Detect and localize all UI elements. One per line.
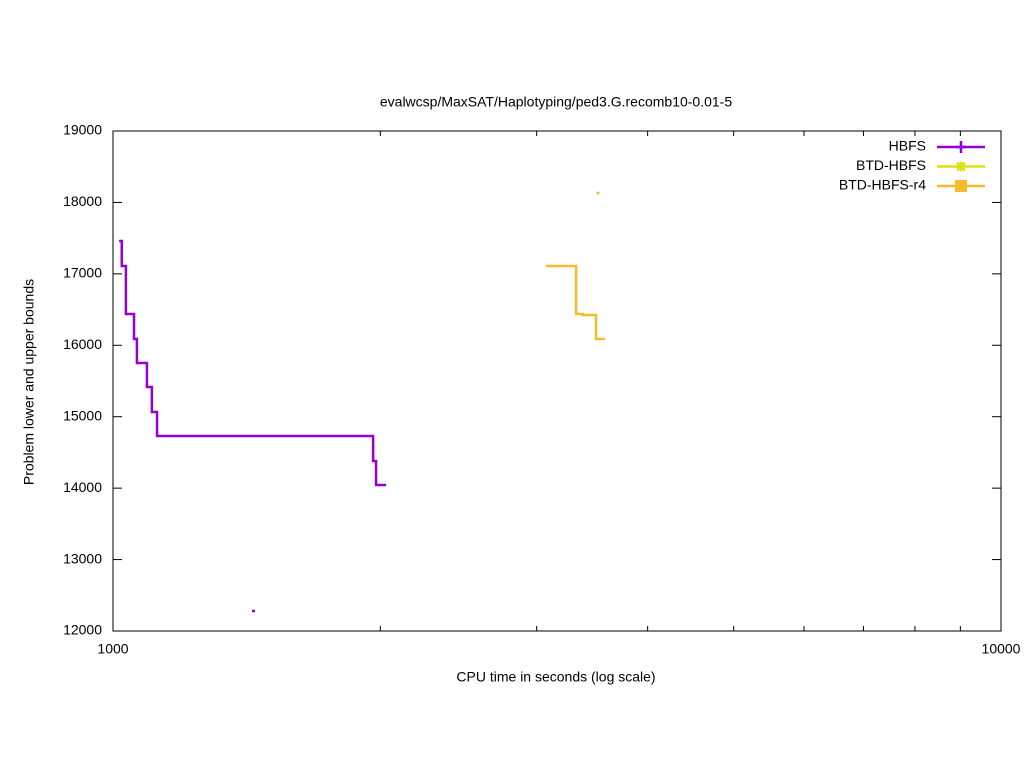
legend-label: BTD-HBFS — [856, 157, 926, 173]
y-axis-label: Problem lower and upper bounds — [21, 279, 37, 485]
y-tick-label: 19000 — [63, 122, 102, 138]
y-tick-label: 18000 — [63, 193, 102, 209]
legend-marker — [955, 180, 967, 192]
x-axis-label: CPU time in seconds (log scale) — [456, 669, 655, 685]
series-line — [546, 264, 605, 341]
legend-marker — [956, 161, 966, 172]
chart-title: evalwcsp/MaxSAT/Haplotyping/ped3.G.recom… — [380, 94, 732, 110]
y-tick-label: 15000 — [63, 407, 102, 423]
legend-label: HBFS — [889, 138, 926, 154]
legend-label: BTD-HBFS-r4 — [839, 177, 926, 193]
y-tick-label: 16000 — [63, 336, 102, 352]
y-tick-label: 17000 — [63, 265, 102, 281]
y-tick-label: 12000 — [63, 622, 102, 638]
series-line — [119, 239, 387, 487]
plot-frame — [112, 130, 1002, 632]
x-tick-label: 10000 — [982, 641, 1021, 657]
y-tick-label: 14000 — [63, 479, 102, 495]
x-tick-label: 1000 — [97, 641, 128, 657]
legend-marker — [956, 141, 966, 153]
y-tick-label: 13000 — [63, 550, 102, 566]
